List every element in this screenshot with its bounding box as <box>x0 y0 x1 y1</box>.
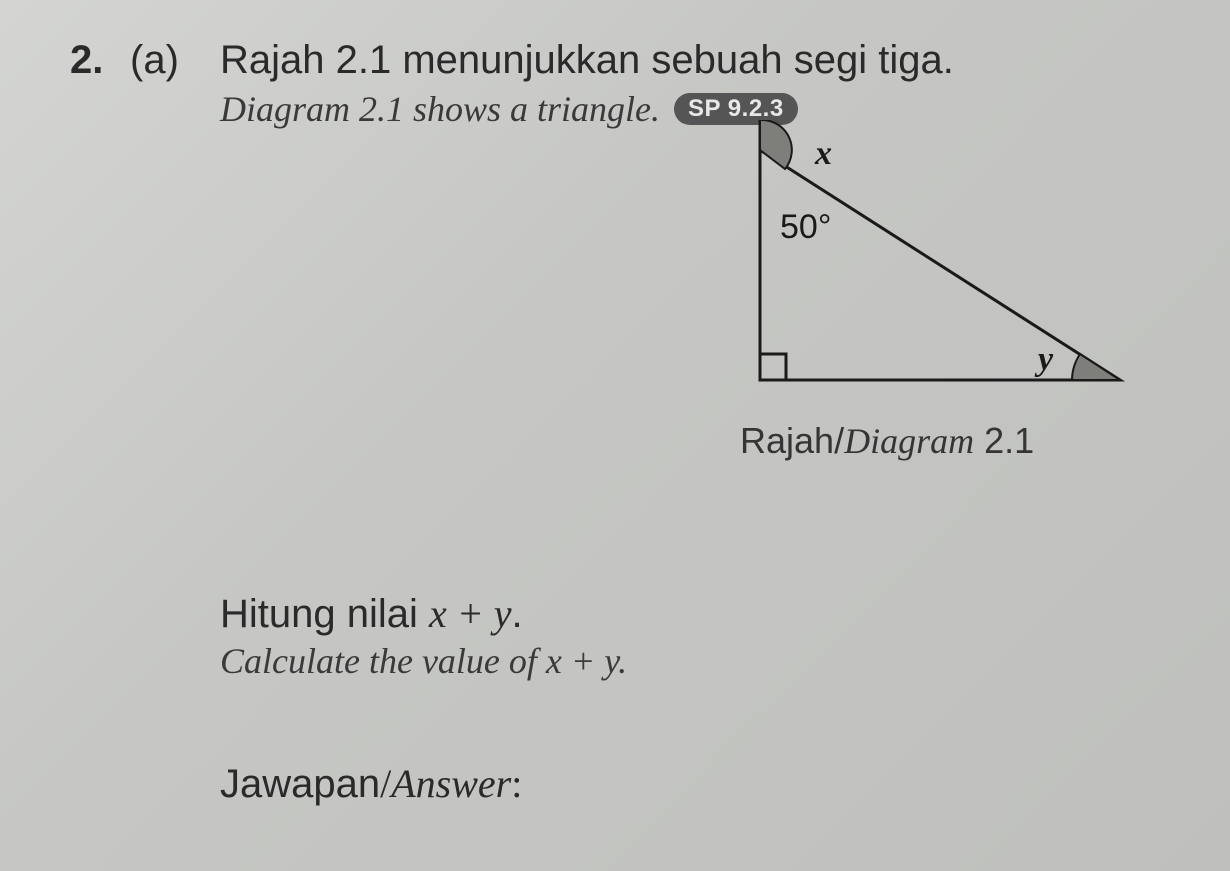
question-text-ms: Rajah 2.1 menunjukkan sebuah segi tiga. <box>220 38 954 83</box>
exterior-angle-arc <box>760 120 792 169</box>
answer-label-colon: : <box>511 761 522 806</box>
instruction-en: Calculate the value of x + y. <box>220 640 627 682</box>
answer-label-sep: / <box>380 761 391 806</box>
y-angle-arc <box>1072 354 1120 380</box>
question-subheader: Diagram 2.1 shows a triangle. SP 9.2.3 <box>220 88 798 130</box>
answer-label-ms: Jawapan <box>220 762 380 806</box>
instr-expr: x + y <box>429 591 512 636</box>
triangle-svg: x 50° y <box>720 120 1180 420</box>
right-angle-marker <box>760 354 786 380</box>
caption-num: 2.1 <box>984 420 1034 461</box>
page: 2. (a) Rajah 2.1 menunjukkan sebuah segi… <box>0 0 1230 871</box>
answer-label: Jawapan/Answer: <box>220 760 522 807</box>
question-text-en: Diagram 2.1 shows a triangle. <box>220 88 660 130</box>
label-y: y <box>1034 341 1054 378</box>
label-x: x <box>814 135 832 172</box>
question-header: 2. (a) Rajah 2.1 menunjukkan sebuah segi… <box>70 38 1190 83</box>
question-part: (a) <box>130 38 220 83</box>
diagram-caption: Rajah/Diagram 2.1 <box>740 420 1034 462</box>
caption-ms: Rajah <box>740 420 834 461</box>
triangle-shape <box>760 150 1120 380</box>
instr-ms-suffix: . <box>512 592 523 636</box>
question-number: 2. <box>70 38 130 83</box>
label-angle-top: 50° <box>780 208 831 246</box>
answer-label-en: Answer <box>391 761 511 806</box>
instruction-ms: Hitung nilai x + y. <box>220 590 523 637</box>
instr-ms-prefix: Hitung nilai <box>220 592 429 636</box>
caption-en: Diagram <box>844 421 974 461</box>
